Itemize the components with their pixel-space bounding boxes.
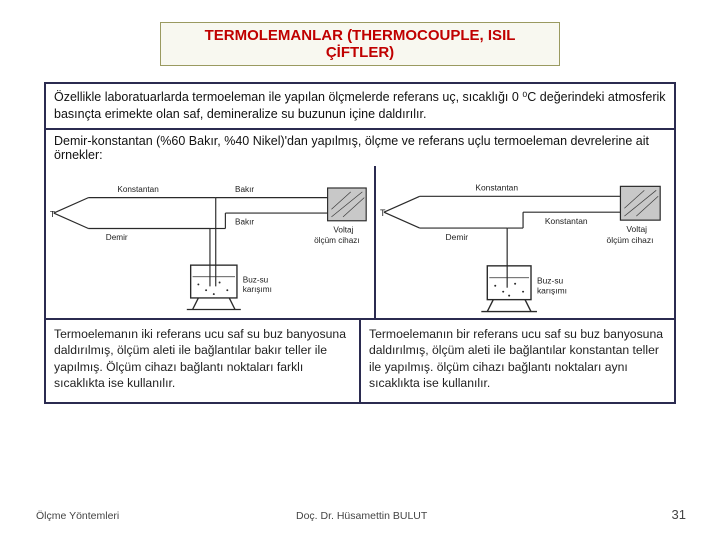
t-label: T [380,208,386,218]
caption-right: Termoelemanın bir referans ucu saf su bu… [361,320,674,402]
demir-label: Demir [106,233,128,242]
ice-bath-icon [481,266,537,312]
bath-label-2: karışımı [537,285,567,295]
meter-label-1: Voltaj [626,224,647,234]
bath-label-1: Buz-su [243,275,269,284]
bakir-label-1: Bakır [235,185,254,194]
meter-label-2: ölçüm cihazı [314,236,360,245]
demir-label: Demir [445,232,468,242]
diagram-row: T Konstantan Demir Bakır Bakır [46,166,674,318]
main-content-box: Özellikle laboratuarlarda termoeleman il… [44,82,676,404]
voltmeter-icon [328,188,367,221]
footer-left-text: Ölçme Yöntemleri [36,510,119,522]
thermocouple-diagram-right: T Konstantan Demir Konstantan [376,166,674,318]
footer-author-text: Doç. Dr. Hüsamettin BULUT [296,510,427,522]
caption-left: Termoelemanın iki referans ucu saf su bu… [46,320,361,402]
thermocouple-diagram-left: T Konstantan Demir Bakır Bakır [46,166,376,318]
bakir-label-2: Bakır [235,217,254,226]
voltmeter-icon [620,186,660,220]
page-title: TERMOLEMANLAR (THERMOCOUPLE, ISIL ÇİFTLE… [160,22,560,66]
ice-bath-icon [187,265,241,309]
intro-paragraph: Özellikle laboratuarlarda termoeleman il… [46,84,674,130]
page-number: 31 [672,507,686,522]
t-label: T [50,209,56,219]
bath-label-2: karışımı [243,285,272,294]
examples-heading: Demir-konstantan (%60 Bakır, %40 Nikel)'… [46,130,674,166]
meter-label-2: ölçüm cihazı [606,235,653,245]
konstantan-label-right: Konstantan [545,216,588,226]
konstantan-label-top: Konstantan [475,182,518,192]
caption-row: Termoelemanın iki referans ucu saf su bu… [46,318,674,402]
bath-label-1: Buz-su [537,275,564,285]
meter-label-1: Voltaj [333,225,353,234]
konstantan-label: Konstantan [117,185,159,194]
